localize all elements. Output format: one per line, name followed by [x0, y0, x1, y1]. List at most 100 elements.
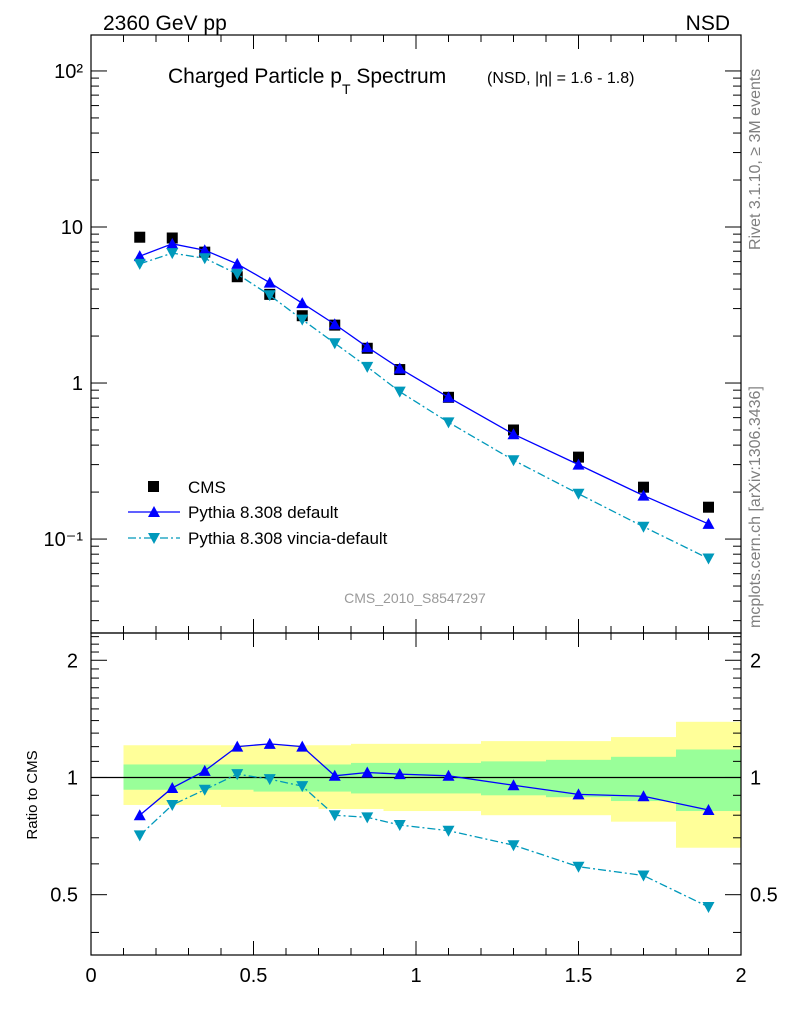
data-point-cms	[573, 451, 584, 463]
ratio-x-tick-label: 0	[85, 965, 96, 987]
ratio-x-tick-label: 1	[410, 965, 421, 987]
data-point-pythia-vincia	[296, 314, 309, 326]
data-point-pythia-default	[442, 391, 455, 403]
ratio-point-pythia-default	[507, 779, 520, 791]
main-y-tick-label: 10⁻¹	[44, 529, 84, 551]
mcplots-source-label: mcplots.cern.ch [arXiv:1306.3436]	[747, 386, 764, 628]
legend-marker-pythia-vincia	[148, 533, 160, 544]
analysis-label: CMS_2010_S8547297	[344, 590, 486, 606]
chart-title: Charged Particle pT Spectrum	[168, 65, 446, 97]
series-line-pythia-default	[139, 243, 709, 525]
ratio-point-pythia-default	[263, 737, 276, 749]
ratio-y-tick-label: 0.5	[50, 885, 78, 907]
ratio-y-tick-label-right: 2	[750, 650, 761, 672]
uncertainty-band-green	[676, 749, 741, 812]
data-point-pythia-default	[198, 244, 211, 256]
legend: CMS Pythia 8.308 default Pythia 8.308 vi…	[128, 478, 388, 548]
data-point-pythia-default	[296, 297, 309, 309]
data-point-pythia-vincia	[198, 253, 211, 265]
ratio-point-pythia-default	[572, 788, 585, 800]
ratio-point-pythia-default	[637, 790, 650, 802]
ratio-point-pythia-vincia	[442, 825, 455, 837]
ratio-point-pythia-vincia	[393, 820, 406, 832]
data-point-pythia-default	[231, 257, 244, 269]
ratio-x-tick-label: 0.5	[240, 965, 268, 987]
data-point-cms	[638, 481, 649, 493]
ratio-point-pythia-vincia	[702, 901, 715, 913]
data-point-pythia-default	[507, 428, 520, 440]
ratio-x-tick-label: 2	[735, 965, 746, 987]
data-point-pythia-vincia	[637, 521, 650, 533]
header-left-label: 2360 GeV pp	[103, 12, 227, 35]
ratio-x-tick-label: 1.5	[565, 965, 593, 987]
legend-marker-cms	[148, 481, 159, 492]
ratio-point-pythia-default	[361, 766, 374, 778]
data-point-pythia-default	[361, 341, 374, 353]
chart-title-note: (NSD, |η| = 1.6 - 1.8)	[487, 70, 634, 87]
data-point-pythia-vincia	[572, 488, 585, 500]
ratio-point-pythia-default	[231, 740, 244, 752]
ratio-point-pythia-default	[166, 781, 179, 793]
ratio-y-tick-label-right: 1	[750, 767, 761, 789]
chart-title-subscript: T	[342, 81, 351, 97]
ratio-line-pythia-default	[139, 743, 709, 816]
ratio-point-pythia-default	[296, 740, 309, 752]
ratio-point-pythia-default	[393, 768, 406, 780]
legend-label-pythia-default: Pythia 8.308 default	[188, 503, 339, 522]
header-right-label: NSD	[686, 12, 730, 35]
data-point-pythia-vincia	[263, 290, 276, 302]
chart-title-main: Charged Particle p	[168, 65, 342, 88]
ratio-y-tick-label: 2	[67, 650, 78, 672]
ratio-line-pythia-vincia	[139, 773, 709, 908]
rivet-version-label: Rivet 3.1.10, ≥ 3M events	[747, 69, 764, 250]
ratio-point-pythia-vincia	[328, 810, 341, 822]
ratio-y-tick-label-right: 0.5	[750, 885, 778, 907]
data-point-cms	[703, 501, 714, 513]
ratio-point-pythia-default	[133, 809, 146, 821]
ratio-point-pythia-vincia	[637, 870, 650, 882]
main-y-tick-label: 10²	[54, 61, 83, 83]
ratio-point-pythia-vincia	[263, 774, 276, 786]
data-point-pythia-vincia	[702, 553, 715, 565]
data-point-pythia-default	[393, 362, 406, 374]
chart-title-rest: Spectrum	[351, 65, 447, 88]
legend-label-pythia-vincia: Pythia 8.308 vincia-default	[188, 529, 388, 548]
legend-label-cms: CMS	[188, 478, 226, 497]
ratio-point-pythia-vincia	[361, 812, 374, 824]
data-point-pythia-vincia	[133, 258, 146, 270]
data-point-pythia-vincia	[166, 248, 179, 260]
data-point-pythia-default	[328, 318, 341, 330]
ratio-point-pythia-default	[702, 804, 715, 816]
data-point-pythia-default	[263, 276, 276, 288]
data-point-pythia-vincia	[231, 268, 244, 280]
ratio-point-pythia-default	[442, 769, 455, 781]
ratio-point-pythia-default	[328, 769, 341, 781]
data-point-pythia-vincia	[393, 386, 406, 398]
data-point-pythia-default	[166, 237, 179, 249]
ratio-point-pythia-vincia	[198, 784, 211, 796]
data-point-pythia-vincia	[507, 455, 520, 467]
ratio-point-pythia-vincia	[507, 840, 520, 852]
data-point-pythia-vincia	[361, 361, 374, 373]
ratio-point-pythia-vincia	[296, 781, 309, 793]
main-y-tick-label: 10	[61, 217, 83, 239]
data-point-pythia-default	[133, 250, 146, 262]
ratio-y-tick-label: 1	[67, 767, 78, 789]
ratio-point-pythia-vincia	[133, 830, 146, 842]
ratio-point-pythia-vincia	[166, 799, 179, 811]
ratio-point-pythia-vincia	[572, 861, 585, 873]
ratio-plot-panel: 0 0.5 1 1.5 2 0.5 0.5 1 1 2 2 Ratio to CMS	[24, 632, 778, 987]
data-point-cms	[134, 231, 146, 243]
legend-marker-pythia-default	[148, 506, 160, 517]
ratio-point-pythia-default	[198, 764, 211, 776]
ratio-point-pythia-vincia	[231, 769, 244, 781]
ratio-y-axis-label: Ratio to CMS	[24, 750, 41, 839]
data-point-pythia-vincia	[328, 338, 341, 350]
data-point-pythia-vincia	[442, 417, 455, 429]
data-point-pythia-default	[702, 517, 715, 529]
data-point-pythia-default	[572, 458, 585, 470]
series-line-pythia-vincia	[139, 252, 709, 560]
data-point-pythia-default	[637, 489, 650, 501]
